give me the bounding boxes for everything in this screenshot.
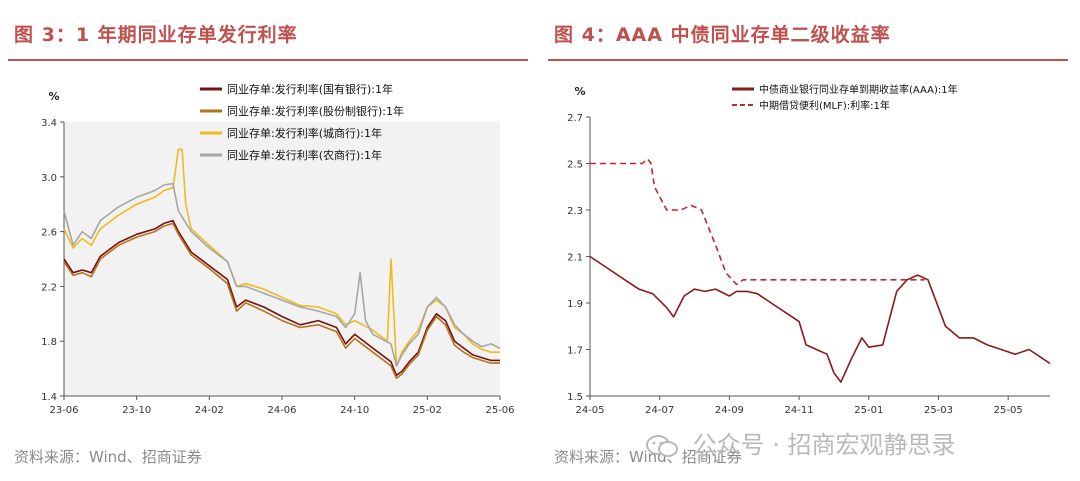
right-chart: % 2.7 2.5 2.3 2.1 1.9 1.7 1.5 24-05 24-07 24-09 24-… <box>567 83 1051 416</box>
x-tick-label: 23-10 <box>122 405 151 416</box>
legend-label-4: 同业存单:发行利率(农商行):1年 <box>227 148 382 162</box>
x-tick-label: 25-03 <box>924 405 953 416</box>
series-line-3 <box>63 148 500 367</box>
x-tick-label: 24-02 <box>195 405 224 416</box>
y-axis-unit-label: % <box>48 90 59 103</box>
x-tick-label: 25-05 <box>994 405 1023 416</box>
x-tick-label: 24-10 <box>340 405 369 416</box>
legend-label-1: 中债商业银行同业存单到期收益率(AAA):1年 <box>759 83 958 96</box>
legend-label-2: 中期借贷便利(MLF):利率:1年 <box>759 99 890 112</box>
series-line-1 <box>589 255 1051 383</box>
right-title-rule <box>548 59 1068 61</box>
y-tick-label: 1.4 <box>41 392 57 403</box>
y-tick-label: 3.4 <box>41 118 57 129</box>
watermark-text: 公众号 · 招商宏观静思录 <box>692 431 956 459</box>
y-tick-label: 2.5 <box>567 160 583 171</box>
right-chart-title: 图 4：AAA 中债同业存单二级收益率 <box>554 24 891 46</box>
x-tick-label: 23-06 <box>49 405 78 416</box>
right-panel: 图 4：AAA 中债同业存单二级收益率 % 2.7 2.5 2.3 2.1 1.9 1.7 1… <box>540 0 1080 481</box>
x-tick-label: 25-01 <box>854 405 883 416</box>
y-tick-label: 3.0 <box>41 173 57 184</box>
y-tick-label: 2.3 <box>567 206 583 217</box>
x-tick-label: 24-05 <box>575 405 604 416</box>
y-tick-label: 1.7 <box>567 346 583 357</box>
y-axis-unit-label: % <box>574 85 585 98</box>
legend-label-1: 同业存单:发行利率(国有银行):1年 <box>227 82 393 96</box>
y-tick-label: 1.9 <box>567 299 583 310</box>
left-chart: % 3.4 3.0 2.6 2.2 1.8 1.4 23-06 23-10 24-02 24-06 2… <box>41 82 514 416</box>
left-source-note: 资料来源：Wind、招商证券 <box>14 448 202 466</box>
series-line-4 <box>63 182 501 367</box>
watermark: 公众号 · 招商宏观静思录 <box>645 425 956 460</box>
x-tick-label: 24-06 <box>267 405 296 416</box>
y-tick-label: 2.2 <box>41 282 57 293</box>
left-title-rule <box>8 59 528 61</box>
x-tick-label: 24-09 <box>715 405 744 416</box>
y-tick-label: 2.7 <box>567 113 583 124</box>
series-line-2 <box>590 158 925 286</box>
x-tick-label: 24-07 <box>645 405 674 416</box>
left-chart-title: 图 3：1 年期同业存单发行利率 <box>14 24 298 46</box>
series-line-1 <box>63 219 500 377</box>
legend-label-3: 同业存单:发行利率(城商行):1年 <box>227 126 382 140</box>
y-tick-label: 2.1 <box>567 253 583 264</box>
legend-label-2: 同业存单:发行利率(股份制银行):1年 <box>227 104 404 118</box>
wechat-icon <box>646 435 678 457</box>
plot-background <box>64 122 500 396</box>
series-line-2 <box>63 222 500 380</box>
y-tick-label: 1.8 <box>41 337 57 348</box>
left-panel: 图 3：1 年期同业存单发行利率 % 3.4 3.0 2.6 2.2 1.8 1.4 23-0… <box>8 24 528 466</box>
x-tick-label: 24-11 <box>785 405 814 416</box>
y-tick-label: 1.5 <box>567 392 583 403</box>
right-source-note: 资料来源：Wind、招商证券 <box>554 448 742 466</box>
x-tick-label: 25-06 <box>485 405 514 416</box>
y-tick-label: 2.6 <box>41 228 57 239</box>
x-tick-label: 25-02 <box>413 405 442 416</box>
